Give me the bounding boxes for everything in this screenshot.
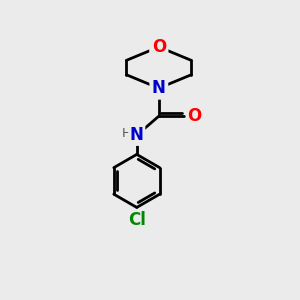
Text: O: O xyxy=(188,107,202,125)
Text: N: N xyxy=(152,79,166,97)
Text: H: H xyxy=(122,127,131,140)
Text: O: O xyxy=(152,38,166,56)
Text: N: N xyxy=(130,126,144,144)
Text: Cl: Cl xyxy=(128,211,146,229)
